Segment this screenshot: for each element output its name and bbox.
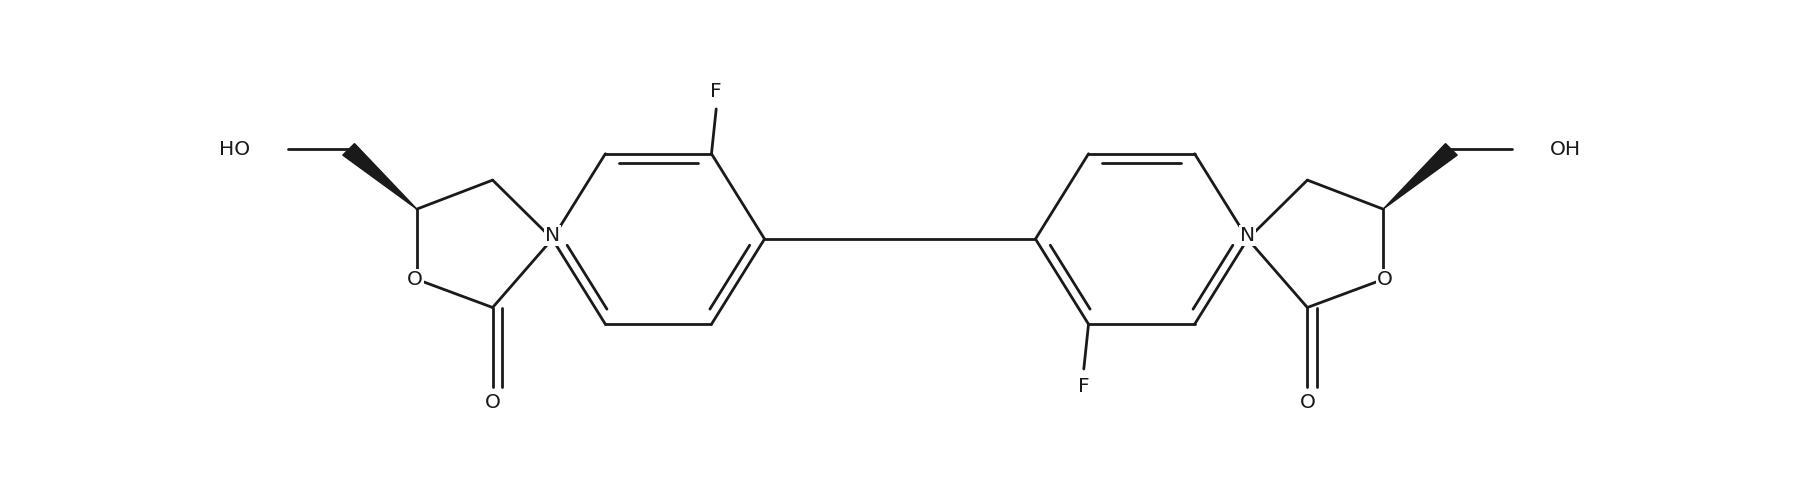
Text: N: N [1240, 226, 1255, 245]
Text: O: O [1377, 270, 1393, 289]
Polygon shape [1382, 144, 1458, 209]
Text: HO: HO [220, 140, 250, 159]
Text: O: O [484, 393, 500, 412]
Text: OH: OH [1550, 140, 1580, 159]
Polygon shape [342, 144, 418, 209]
Text: O: O [1300, 393, 1316, 412]
Text: F: F [1078, 377, 1089, 396]
Text: N: N [545, 226, 560, 245]
Text: O: O [407, 270, 423, 289]
Text: F: F [711, 82, 722, 101]
